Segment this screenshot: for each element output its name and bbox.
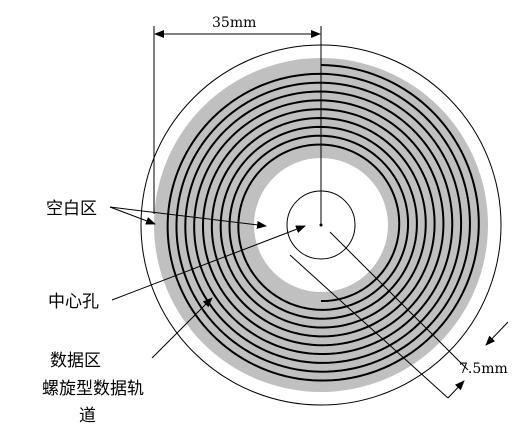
label-spiral-track-cont: 道 (79, 406, 96, 426)
pointer-center-hole (111, 225, 306, 301)
extension-line-inner (329, 231, 469, 371)
extension-line-outer (289, 254, 449, 399)
gap-arrow-bottom (447, 380, 465, 399)
label-data-zone: 数据区 (50, 351, 101, 371)
dimension-arrowhead-right (311, 30, 321, 38)
label-spiral-track: 螺旋型数据轨 (42, 379, 144, 399)
gap-label-7-5mm: 7.5mm (459, 361, 508, 377)
dimension-arrowhead-left (154, 30, 164, 38)
pointer-data-zone (151, 297, 213, 359)
spiral-data-track (166, 64, 480, 382)
label-blank-zone: 空白区 (46, 199, 97, 219)
label-center-hole: 中心孔 (48, 292, 99, 312)
gap-arrow-top (485, 321, 509, 346)
pointer-blank-zone-inner (109, 206, 267, 229)
dimension-label-35mm: 35mm (212, 15, 256, 31)
pointer-blank-zone-outer (109, 206, 156, 225)
